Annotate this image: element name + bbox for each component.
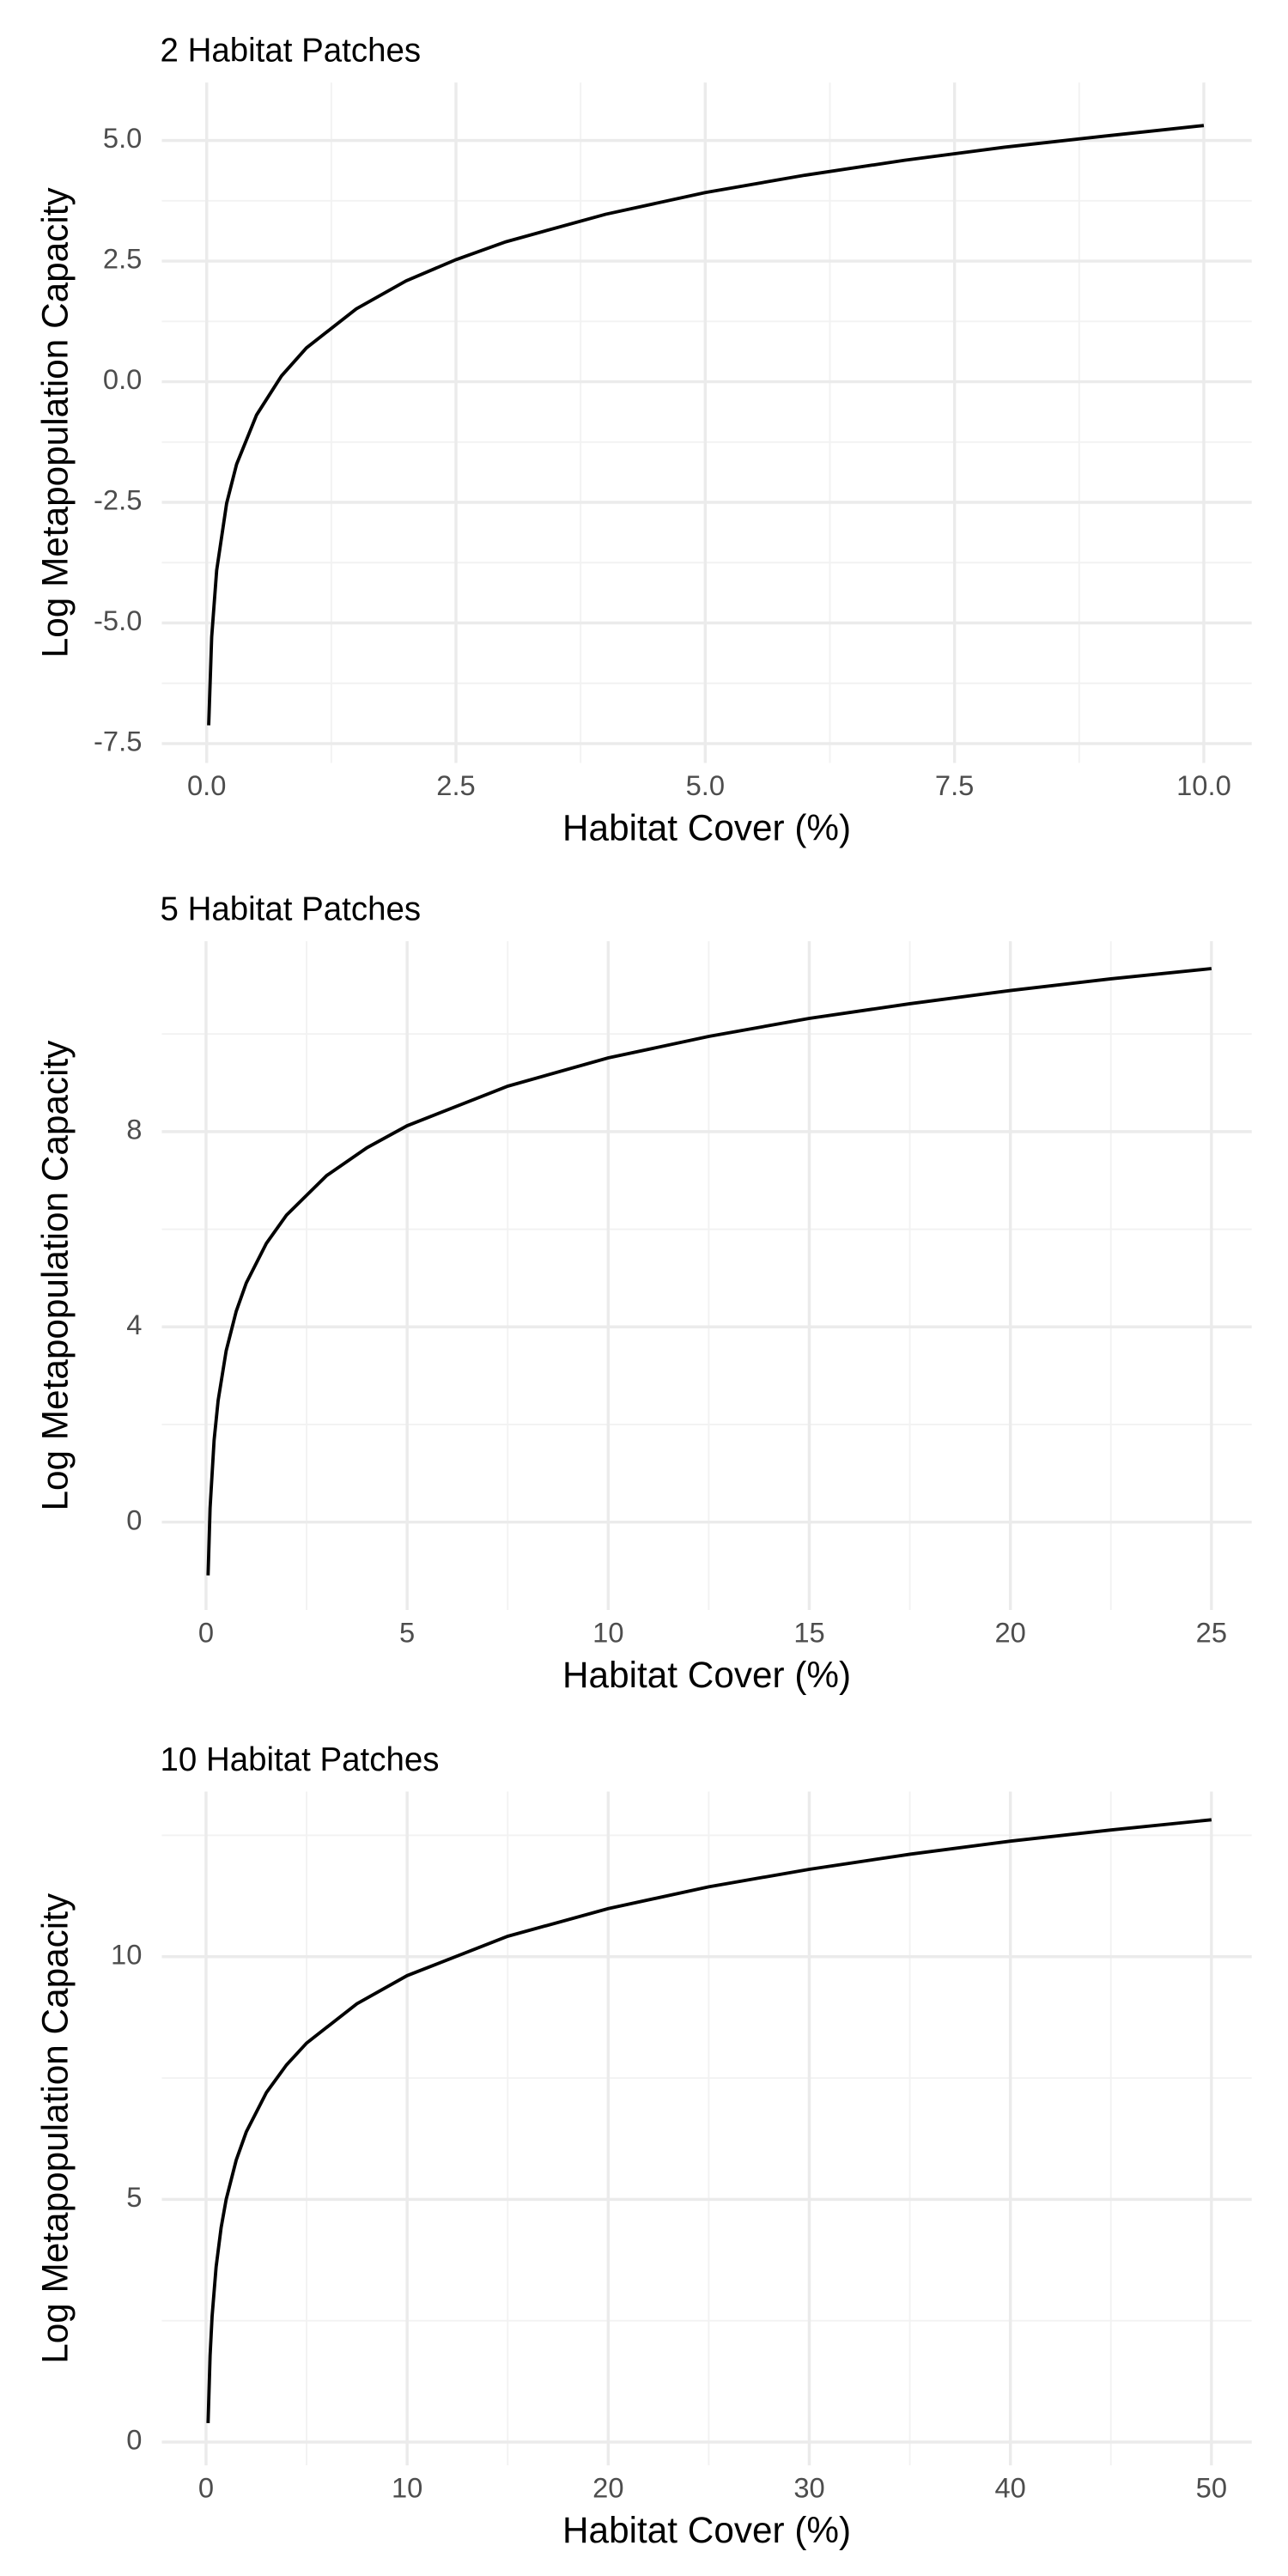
x-axis-label: Habitat Cover (%): [562, 1655, 851, 1695]
y-tick-label: 5.0: [103, 122, 142, 154]
data-line: [206, 1818, 1212, 2424]
x-tick-label: 5.0: [686, 769, 725, 801]
y-axis-label: Log Metapopulation Capacity: [34, 187, 75, 659]
x-tick-label: 20: [995, 1616, 1026, 1648]
y-tick-label: 0: [126, 1504, 142, 1535]
x-tick-label: 2.5: [436, 769, 475, 801]
y-tick-label: 10: [111, 1938, 142, 1970]
x-tick-label: 10: [392, 2472, 422, 2504]
x-tick-label: 15: [793, 1616, 824, 1648]
y-axis-label: Log Metapopulation Capacity: [34, 1893, 75, 2364]
chart-title: 10 Habitat Patches: [161, 1741, 440, 1778]
x-tick-label: 50: [1196, 2472, 1227, 2504]
x-tick-label: 7.5: [935, 769, 974, 801]
data-line: [207, 124, 1205, 726]
chart-title: 5 Habitat Patches: [161, 891, 422, 928]
x-tick-label: 0: [198, 1616, 214, 1648]
x-tick-label: 20: [592, 2472, 623, 2504]
x-tick-label: 30: [793, 2472, 824, 2504]
x-tick-label: 10: [592, 1616, 623, 1648]
chart-title: 2 Habitat Patches: [161, 33, 422, 70]
data-line: [206, 967, 1212, 1576]
y-tick-label: 4: [126, 1309, 142, 1340]
y-tick-label: 2.5: [103, 243, 142, 275]
y-tick-label: 5: [126, 2181, 142, 2213]
x-tick-label: 10.0: [1176, 769, 1231, 801]
x-tick-label: 0: [198, 2472, 214, 2504]
x-axis-label: Habitat Cover (%): [562, 2510, 851, 2550]
x-tick-label: 25: [1196, 1616, 1227, 1648]
x-tick-label: 40: [995, 2472, 1026, 2504]
y-tick-label: -2.5: [94, 484, 142, 516]
y-tick-label: 8: [126, 1114, 142, 1145]
x-tick-label: 0.0: [187, 769, 226, 801]
y-tick-label: -5.0: [94, 605, 142, 636]
x-tick-label: 5: [399, 1616, 415, 1648]
y-tick-label: -7.5: [94, 726, 142, 757]
x-axis-label: Habitat Cover (%): [562, 807, 851, 848]
y-tick-label: 0.0: [103, 363, 142, 395]
y-tick-label: 0: [126, 2424, 142, 2456]
y-axis-label: Log Metapopulation Capacity: [34, 1040, 75, 1511]
